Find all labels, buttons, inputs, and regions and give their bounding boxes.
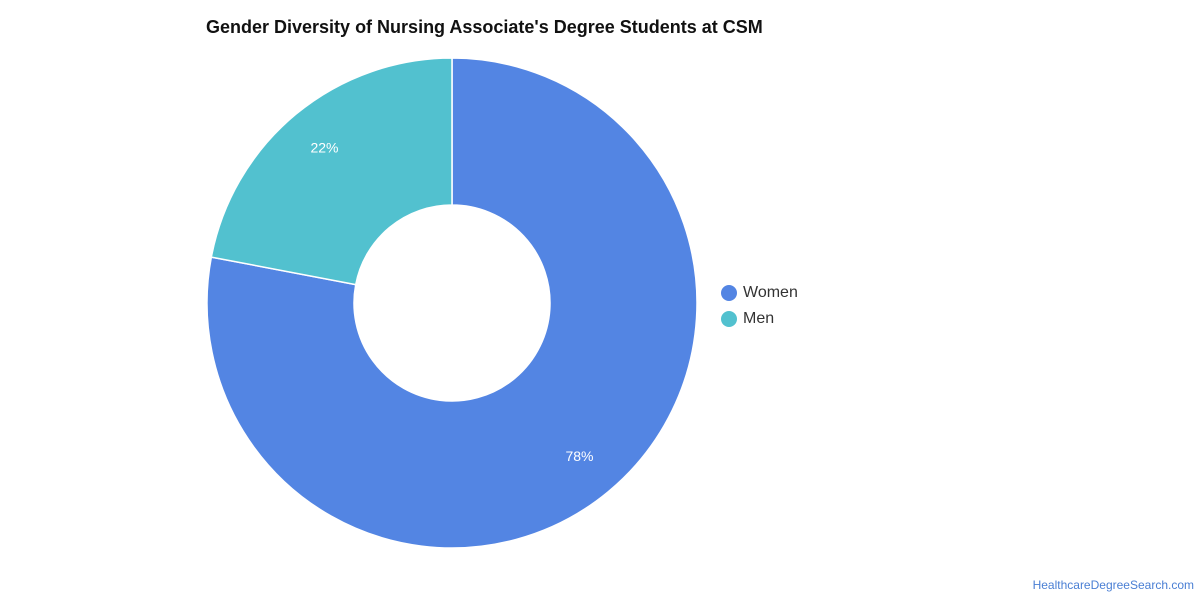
legend-label-women: Women <box>743 284 798 301</box>
chart-title: Gender Diversity of Nursing Associate's … <box>206 17 763 37</box>
data-label-women: 78% <box>565 448 593 464</box>
legend-swatch-women <box>721 285 737 301</box>
donut-slice-men[interactable] <box>210 57 453 286</box>
chart-legend: Women Men <box>721 280 798 332</box>
source-credit[interactable]: HealthcareDegreeSearch.com <box>1032 578 1194 592</box>
legend-item-men[interactable]: Men <box>721 306 798 332</box>
data-label-men: 22% <box>310 140 338 156</box>
legend-label-men: Men <box>743 310 775 327</box>
legend-item-women[interactable]: Women <box>721 280 798 306</box>
donut-slice-women[interactable] <box>206 57 698 549</box>
legend-swatch-men <box>721 311 737 327</box>
